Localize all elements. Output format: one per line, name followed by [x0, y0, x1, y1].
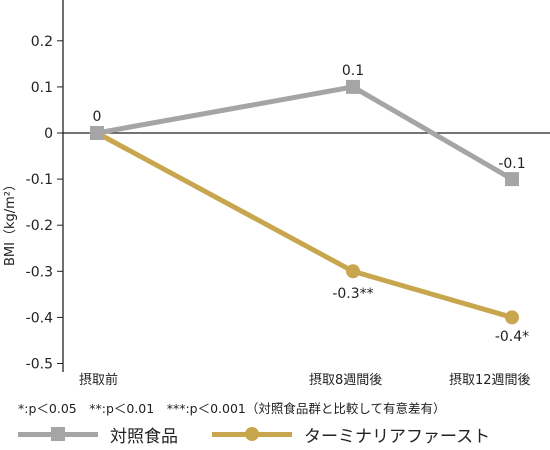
- x-category-label: 摂取8週間後: [309, 372, 382, 388]
- legend-label-control: 対照食品: [110, 426, 178, 447]
- y-tick-label: -0.5: [26, 357, 53, 373]
- y-tick-label: 0.1: [31, 80, 53, 96]
- circle-marker: [346, 264, 360, 279]
- square-marker: [90, 126, 104, 140]
- y-tick-label: 0.2: [31, 34, 53, 50]
- legend-item-terminalia: ターミナリアファースト: [212, 422, 491, 447]
- series-lines: [95, 84, 514, 320]
- y-tick-label: -0.1: [26, 172, 53, 188]
- square-marker-icon: [51, 427, 65, 441]
- square-marker: [346, 79, 360, 94]
- y-axis-label: BMI（kg/m²）: [3, 178, 18, 266]
- y-tick-label: -0.3: [26, 264, 53, 280]
- axes: [62, 0, 550, 372]
- data-label: -0.3**: [332, 286, 373, 302]
- data-label: 0: [93, 109, 102, 125]
- series-line-terminalia: [95, 130, 513, 320]
- square-marker: [505, 172, 519, 187]
- significance-footnote: *:p＜0.05 **:p＜0.01 ***:p＜0.001（対照食品群と比較し…: [18, 401, 446, 416]
- x-category-label: 摂取12週間後: [449, 372, 531, 388]
- legend-label-terminalia: ターミナリアファースト: [304, 426, 491, 447]
- y-tick-label: 0: [44, 126, 53, 142]
- data-label: -0.4*: [495, 329, 529, 345]
- y-tick-label: -0.4: [26, 310, 53, 326]
- x-category-labels: 摂取前 摂取8週間後 摂取12週間後: [79, 372, 531, 388]
- series-markers: [90, 79, 519, 325]
- x-category-label: 摂取前: [79, 372, 118, 388]
- data-label: 0.1: [342, 63, 364, 79]
- y-tick-label: -0.2: [26, 218, 53, 234]
- circle-marker-icon: [245, 427, 259, 441]
- legend-item-control: 対照食品: [18, 422, 178, 447]
- circle-marker: [505, 310, 519, 325]
- legend-swatch-control: [18, 424, 98, 444]
- data-label: -0.1: [498, 156, 525, 172]
- y-tick-labels: 0.2 0.1 0 -0.1 -0.2 -0.3 -0.4 -0.5: [26, 34, 63, 373]
- legend-swatch-terminalia: [212, 424, 292, 444]
- data-labels: 0 0.1 -0.1 -0.3** -0.4*: [93, 63, 530, 345]
